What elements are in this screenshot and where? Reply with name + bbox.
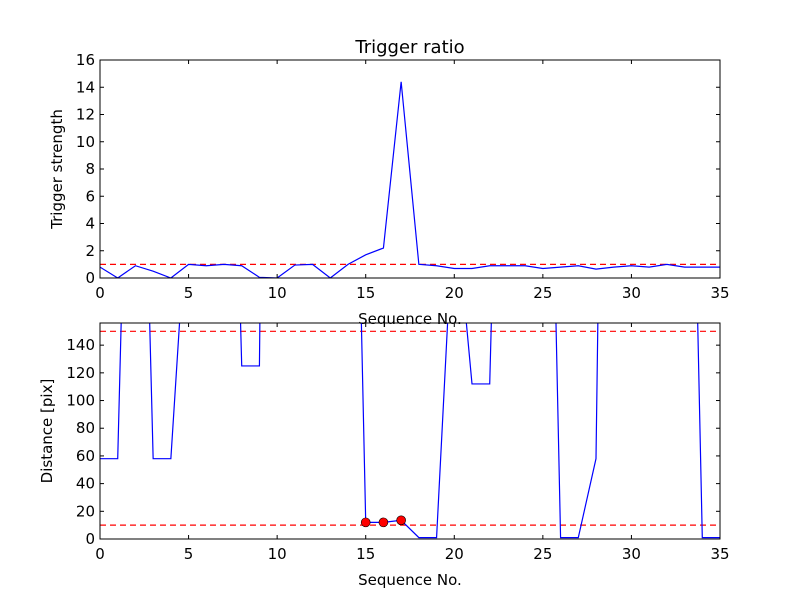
y-axis-label: Distance [pix]: [38, 379, 56, 484]
y-tick-label: 10: [76, 133, 95, 151]
y-tick-label: 100: [66, 392, 95, 410]
x-tick-label: 35: [710, 284, 729, 302]
x-tick-label: 10: [268, 545, 287, 563]
y-tick-label: 8: [85, 160, 95, 178]
x-tick-label: 30: [622, 284, 641, 302]
y-tick-label: 80: [76, 419, 95, 437]
y-tick-label: 140: [66, 336, 95, 354]
y-tick-label: 4: [85, 215, 95, 233]
x-tick-label: 20: [445, 545, 464, 563]
y-tick-label: 20: [76, 502, 95, 520]
data-point-marker: [396, 515, 406, 526]
series-line-trigger: [100, 81, 720, 278]
y-tick-label: 120: [66, 364, 95, 382]
x-tick-label: 20: [445, 284, 464, 302]
y-tick-label: 6: [85, 187, 95, 205]
y-tick-label: 16: [76, 51, 95, 69]
subplot-0: 0 5 10 15 20 25 30 35 0 2 4 6 8 10 12 14 16 Trigger ratio…: [48, 37, 730, 328]
axes-frame: [99, 322, 721, 540]
chart-title: Trigger ratio: [354, 37, 464, 58]
y-tick-label: 2: [85, 242, 95, 260]
x-tick-label: 25: [533, 545, 552, 563]
data-point-marker: [378, 517, 389, 528]
x-tick-label: 15: [356, 545, 375, 563]
x-tick-label: 15: [356, 284, 375, 302]
x-tick-label: 10: [268, 284, 287, 302]
x-tick-label: 0: [95, 284, 105, 302]
x-tick-label: 0: [95, 545, 105, 563]
x-tick-label: 35: [710, 545, 729, 563]
x-tick-label: 5: [184, 545, 194, 563]
y-tick-label: 0: [85, 530, 95, 548]
x-axis-label: Sequence No.: [358, 571, 462, 589]
y-tick-label: 40: [76, 475, 95, 493]
subplot-1: 0 5 10 15 20 25 30 35 0 20 40 60 80 100 120 140 Sequence…: [38, 322, 730, 589]
y-tick-label: 60: [76, 447, 95, 465]
x-axis-label: Sequence No.: [358, 310, 462, 328]
x-tick-label: 5: [184, 284, 194, 302]
x-tick-label: 25: [533, 284, 552, 302]
y-tick-label: 14: [76, 78, 95, 96]
series-line-distance: [100, 323, 720, 539]
y-tick-label: 0: [85, 269, 95, 287]
data-point-marker: [360, 517, 371, 528]
x-tick-label: 30: [622, 545, 641, 563]
y-tick-label: 12: [76, 106, 95, 124]
y-axis-label: Trigger strength: [48, 109, 66, 230]
